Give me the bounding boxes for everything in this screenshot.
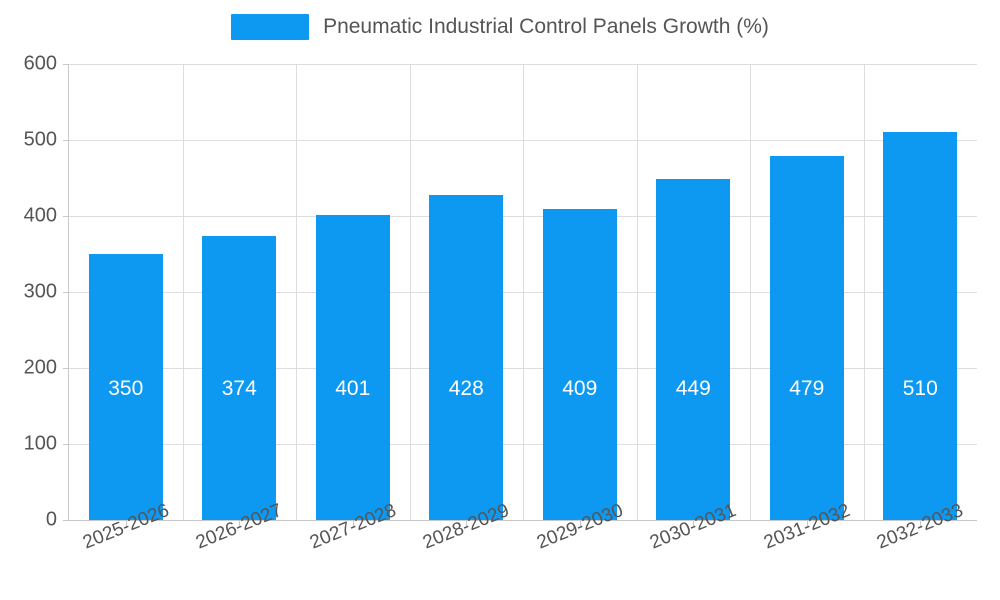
- x-tick-mark: [693, 520, 695, 526]
- x-gridline: [636, 64, 638, 520]
- bar-group: 479 2031-2032: [750, 64, 864, 553]
- x-tick-mark: [125, 520, 127, 526]
- x-gridline: [750, 64, 751, 520]
- bar-group: 409 2029-2030: [523, 64, 637, 553]
- legend-label-series-0: Pneumatic Industrial Control Panels Grow…: [323, 15, 769, 38]
- chart-legend: Pneumatic Industrial Control Panels Grow…: [0, 14, 1000, 40]
- bar-value-label: 510: [902, 377, 938, 400]
- bar[interactable]: [315, 215, 390, 520]
- y-tick-mark: [63, 520, 69, 521]
- y-tick-mark: [63, 292, 69, 293]
- bar-value-label: 374: [221, 377, 257, 400]
- y-tick-mark: [63, 368, 69, 369]
- x-gridline: [863, 64, 865, 520]
- bar-group: 428 2028-2029: [410, 64, 524, 553]
- x-gridline: [409, 64, 411, 520]
- bar-group: 510 2032-2033: [864, 64, 978, 553]
- y-tick-mark: [63, 140, 69, 141]
- bar-value-label: 350: [108, 377, 144, 400]
- bar-value-label: 479: [789, 377, 825, 400]
- y-tick-mark: [63, 216, 69, 217]
- y-axis-tick-label: 500: [23, 128, 57, 151]
- bar[interactable]: [656, 178, 731, 520]
- x-gridline: [182, 64, 184, 520]
- bar-group: 350 2025-2026: [69, 64, 183, 553]
- y-axis-tick-label: 300: [23, 280, 57, 303]
- x-tick-mark: [806, 520, 808, 526]
- y-tick-mark: [63, 444, 69, 445]
- x-tick-mark: [352, 520, 354, 526]
- x-tick-mark: [239, 520, 241, 526]
- bar[interactable]: [429, 194, 504, 520]
- bar[interactable]: [202, 235, 277, 520]
- legend-swatch-series-0: [231, 14, 310, 40]
- y-axis-tick-label: 100: [23, 432, 57, 455]
- bar[interactable]: [883, 132, 958, 520]
- x-tick-mark: [466, 520, 468, 526]
- y-axis-tick-label: 400: [23, 204, 57, 227]
- bar-group: 374 2026-2027: [183, 64, 297, 553]
- plot-area: 0 100 200 300 400 500 600 350 2025-2026 374 2026-2…: [24, 53, 978, 553]
- x-tick-mark: [920, 520, 922, 526]
- bar[interactable]: [88, 254, 163, 520]
- bar[interactable]: [542, 209, 617, 520]
- bar-value-label: 409: [562, 377, 598, 400]
- y-axis-tick-label: 0: [45, 508, 57, 531]
- x-gridline: [523, 64, 524, 520]
- x-tick-mark: [579, 520, 581, 526]
- bar[interactable]: [769, 155, 844, 520]
- y-axis-tick-label: 600: [23, 52, 57, 75]
- bar-group: 401 2027-2028: [296, 64, 410, 553]
- bar-value-label: 428: [448, 377, 484, 400]
- y-axis-tick-label: 200: [23, 356, 57, 379]
- y-tick-mark: [63, 64, 69, 65]
- bar-group: 449 2030-2031: [637, 64, 751, 553]
- bar-value-label: 449: [675, 377, 711, 400]
- bar-value-label: 401: [335, 377, 371, 400]
- x-gridline: [296, 64, 297, 520]
